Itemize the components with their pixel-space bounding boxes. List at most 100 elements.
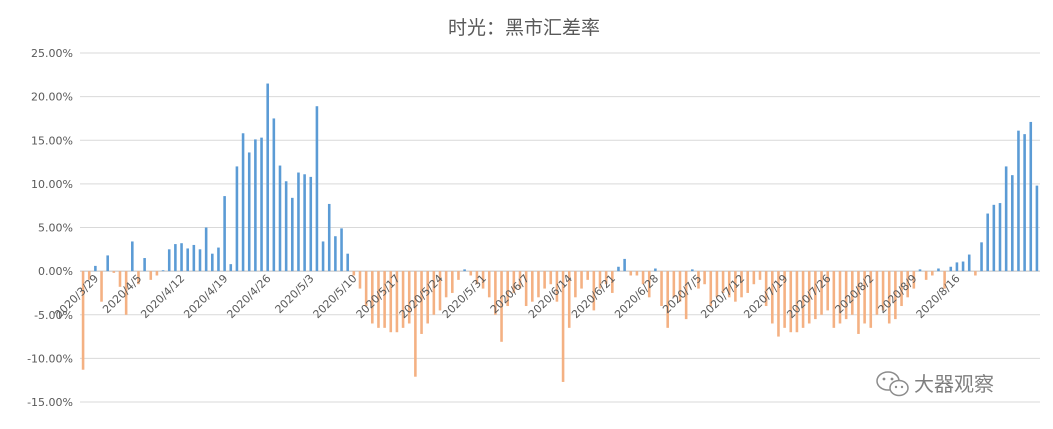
bar (937, 268, 940, 272)
bar (543, 271, 546, 289)
bar (771, 271, 774, 324)
bar (223, 196, 226, 272)
bar (278, 165, 282, 272)
x-tick-label: 2020/4/12 (138, 272, 187, 321)
bar (826, 271, 829, 311)
bar (795, 271, 799, 333)
y-tick-label: -15.00% (27, 396, 73, 409)
x-tick-label: 2020/6/28 (612, 272, 661, 321)
bar (174, 244, 177, 272)
bar (955, 262, 959, 272)
bar (598, 271, 602, 289)
bar (315, 106, 319, 272)
bar (247, 152, 251, 272)
bar (112, 271, 116, 273)
bar (844, 271, 848, 320)
bar (260, 137, 263, 272)
bar (777, 271, 780, 337)
bar (186, 248, 189, 272)
bar (254, 139, 257, 272)
bar (758, 271, 762, 280)
y-tick-label: 20.00% (31, 91, 73, 104)
bar (974, 271, 977, 276)
bar (383, 271, 386, 328)
bar (537, 271, 540, 298)
bar (161, 270, 165, 272)
gridlines (80, 52, 1040, 403)
bar (303, 174, 306, 272)
bar (531, 271, 534, 302)
chart-title: 时光：黑市汇差率 (448, 17, 600, 39)
bar (666, 271, 669, 328)
x-tick-label: 2020/5/3 (272, 272, 316, 316)
bar (481, 271, 485, 289)
bar (321, 241, 325, 272)
bar (204, 227, 208, 272)
bar (623, 258, 626, 272)
bar (1029, 121, 1033, 272)
bar (143, 258, 146, 272)
bar (629, 271, 633, 276)
bar (524, 271, 528, 307)
bar (217, 247, 220, 272)
bar (611, 271, 614, 293)
bar (297, 172, 300, 272)
bar (346, 253, 349, 272)
bar (377, 271, 380, 328)
bar (924, 271, 928, 280)
bar (863, 271, 866, 324)
bar (684, 271, 688, 320)
watermark: 大器观察 (876, 371, 994, 397)
bar (137, 271, 140, 285)
bar (229, 264, 233, 272)
bar (518, 271, 522, 289)
bar (235, 166, 239, 272)
bar (211, 253, 214, 272)
bar (506, 271, 509, 307)
x-tick-label: 2020/5/10 (311, 272, 360, 321)
bar (100, 271, 103, 302)
bar (604, 271, 608, 285)
bar (444, 271, 448, 298)
bar (734, 271, 737, 302)
bar (635, 271, 639, 276)
y-tick-label: 0.00% (38, 265, 73, 278)
bar (1004, 166, 1008, 272)
bar (420, 271, 423, 334)
bar (992, 204, 996, 272)
bar (131, 241, 134, 272)
bar (980, 242, 983, 272)
bar (1011, 175, 1014, 272)
bar (457, 271, 460, 280)
bar (81, 271, 85, 370)
bar (352, 271, 356, 276)
bar (364, 271, 368, 307)
bar (918, 269, 922, 272)
bar (291, 197, 294, 272)
bar (912, 271, 916, 289)
bar (820, 271, 823, 315)
bar (764, 271, 768, 307)
bar (887, 271, 891, 324)
bar (641, 271, 645, 285)
bar (986, 213, 989, 272)
bar (309, 176, 313, 272)
bar (340, 228, 343, 272)
bar (752, 271, 756, 285)
bar (358, 271, 362, 289)
bar (789, 271, 793, 333)
bar (266, 83, 269, 272)
bar (801, 271, 805, 328)
bar (487, 271, 491, 298)
bar (715, 271, 719, 298)
bar (334, 236, 337, 272)
x-tick-label: 2020/8/16 (914, 272, 963, 321)
bar (678, 271, 682, 302)
bar (949, 266, 953, 272)
bar (512, 271, 516, 293)
bar (838, 271, 842, 324)
bar (580, 271, 583, 289)
bar (241, 133, 245, 272)
y-tick-label: 10.00% (31, 178, 73, 191)
